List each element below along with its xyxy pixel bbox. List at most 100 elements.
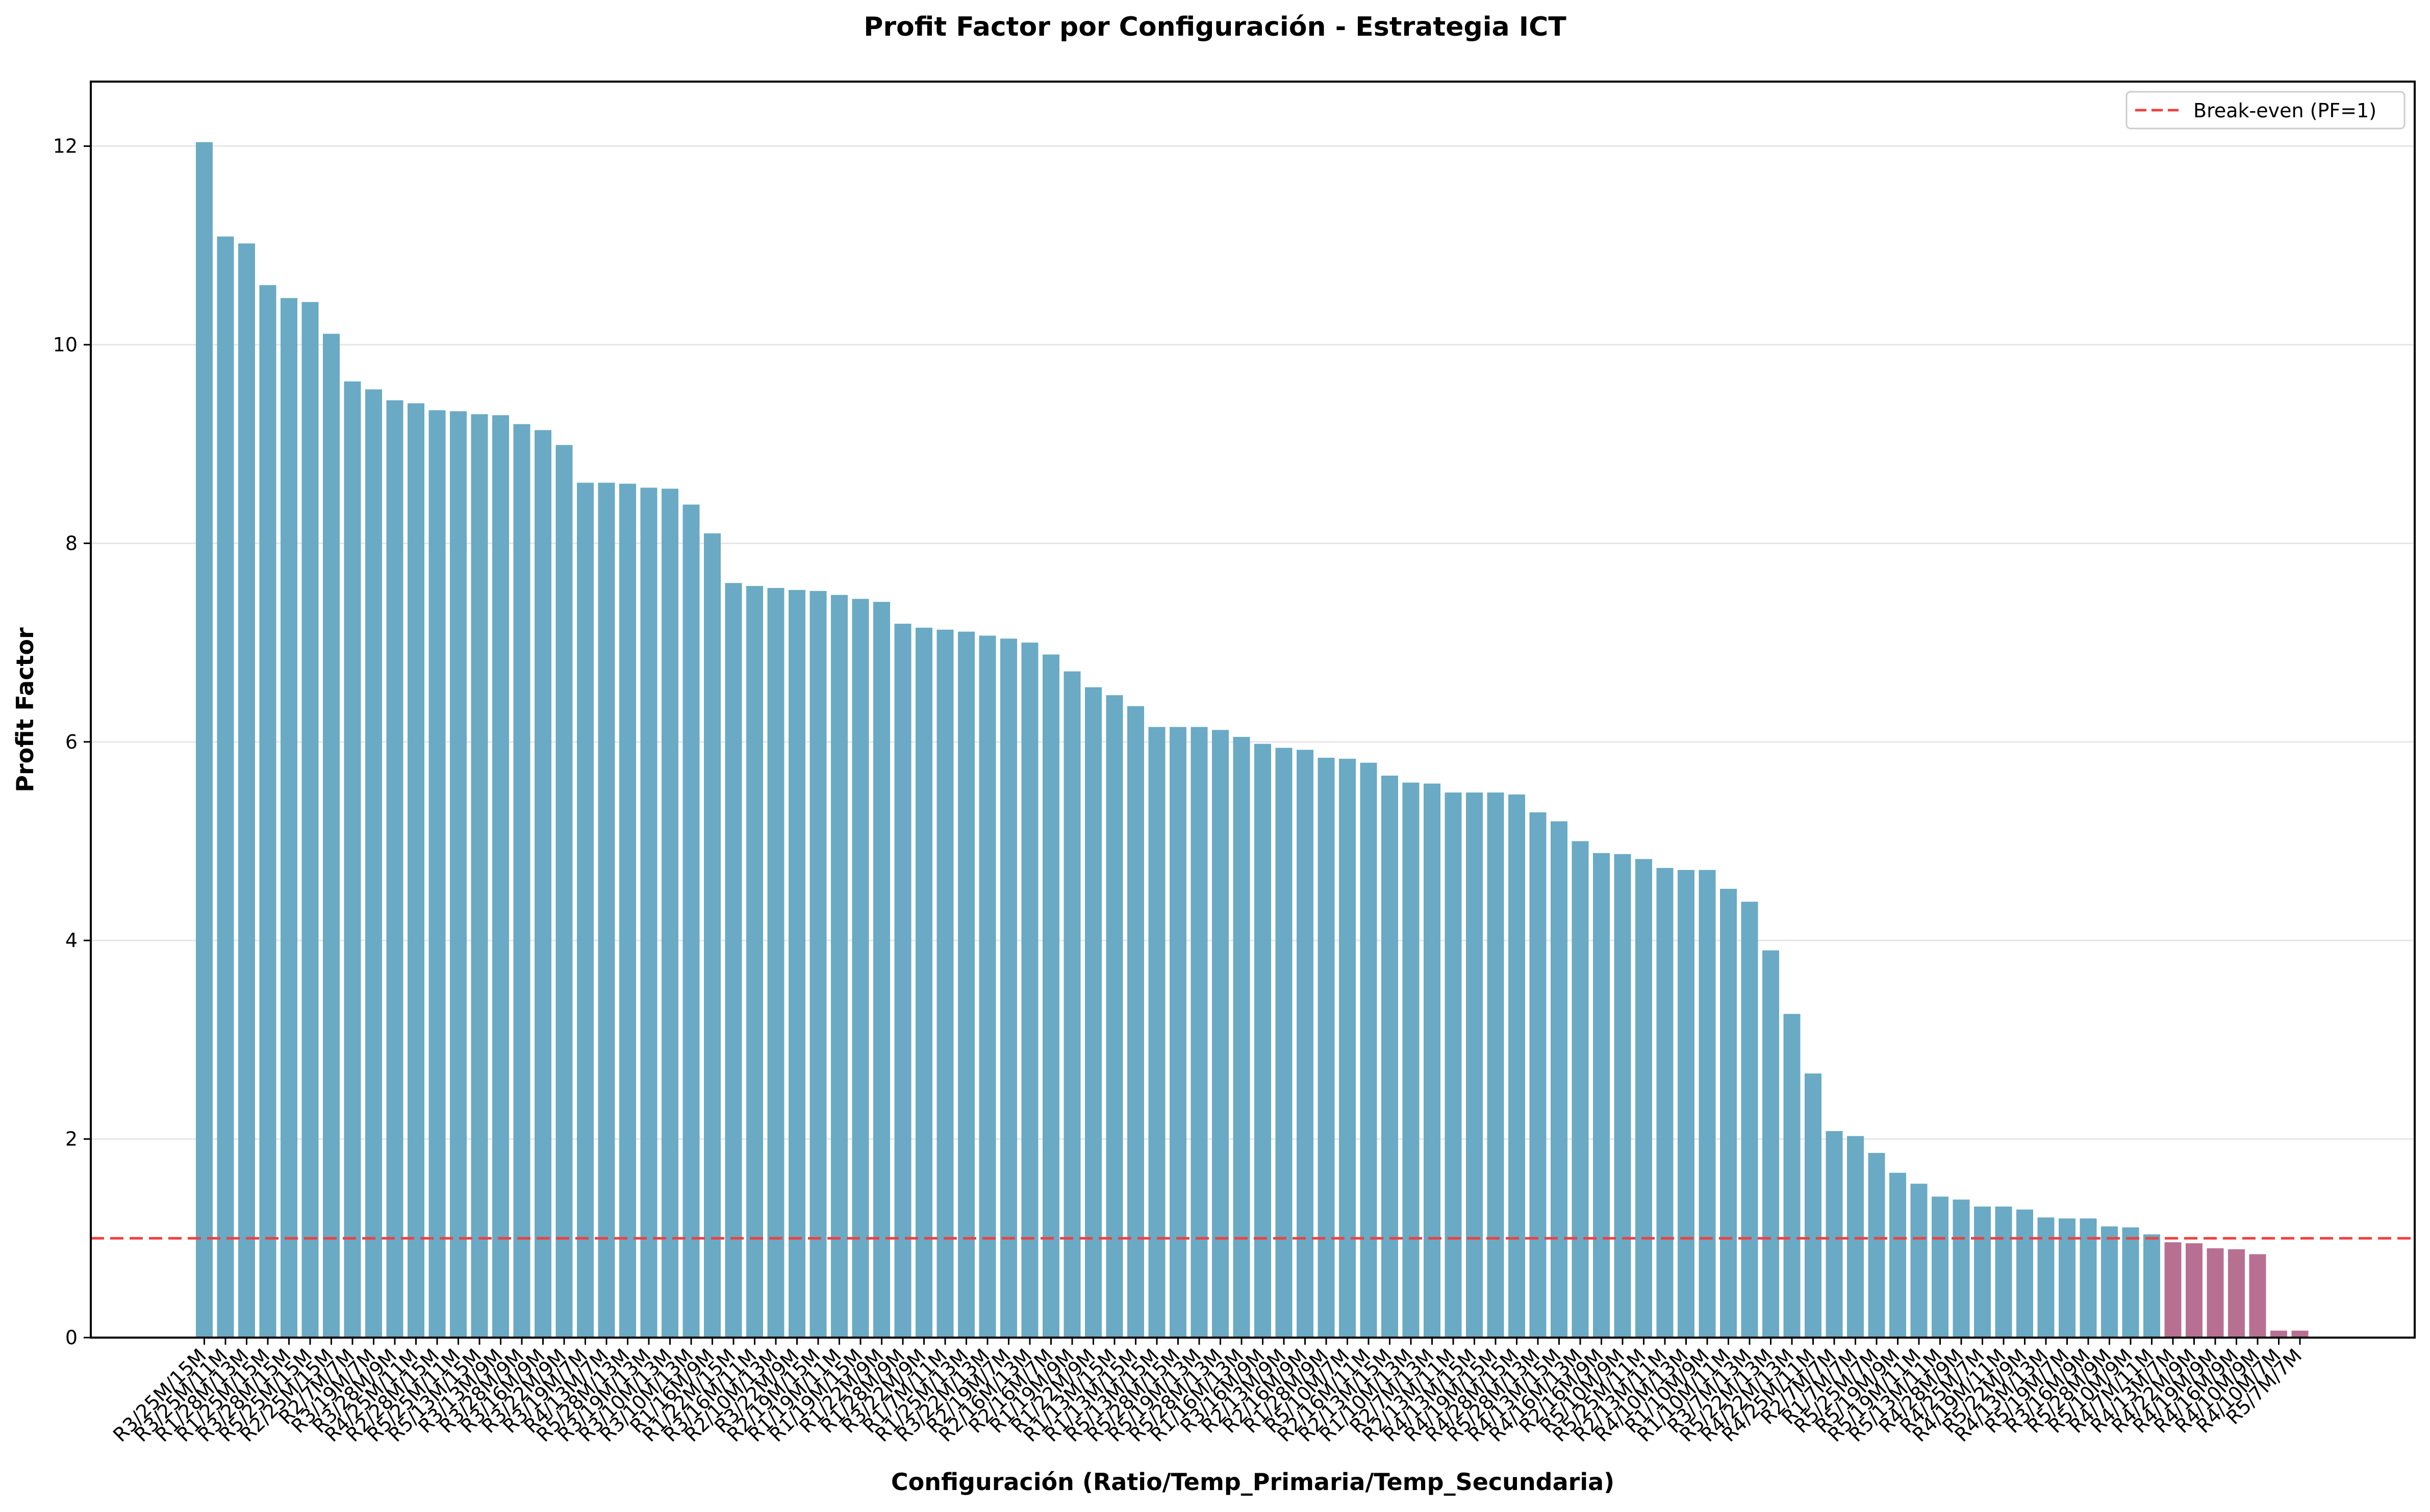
x-axis-label: Configuración (Ratio/Temp_Primaria/Temp_… (891, 1468, 1614, 1496)
bar (1826, 1131, 1843, 1338)
legend: Break-even (PF=1) (2125, 91, 2406, 130)
bar (2249, 1254, 2266, 1338)
bar (746, 586, 763, 1338)
x-axis-ticks: R3/25M/15MR3/25M/11MR1/28M/13MR1/25M/15M… (109, 1338, 2306, 1446)
bar (789, 590, 805, 1338)
bar (1699, 869, 1716, 1338)
chart-title: Profit Factor por Configuración - Estrat… (864, 12, 1566, 42)
bar (2164, 1242, 2182, 1338)
y-axis-ticks: 0 2 4 6 8 10 12 (53, 135, 91, 1349)
bar (471, 414, 488, 1338)
bar (894, 624, 912, 1338)
bar (2122, 1227, 2139, 1338)
y-tick-label: 10 (53, 334, 78, 356)
bar (344, 381, 361, 1338)
bar (323, 334, 340, 1338)
bar (1275, 748, 1293, 1338)
bar (1995, 1206, 2012, 1338)
bar (535, 430, 551, 1338)
y-tick-label: 4 (65, 929, 78, 952)
bar (619, 483, 636, 1338)
bar (1805, 1073, 1821, 1338)
bar (704, 533, 721, 1338)
bar (238, 243, 255, 1338)
bars (196, 142, 2309, 1338)
y-tick-label: 2 (65, 1128, 78, 1150)
bar (2016, 1209, 2033, 1338)
bar (682, 504, 700, 1338)
bar (936, 629, 954, 1338)
bar (767, 587, 784, 1338)
bar (1889, 1172, 1906, 1338)
bar (1593, 853, 1610, 1338)
bar (408, 403, 424, 1338)
bar (1720, 888, 1737, 1338)
y-tick-label: 8 (65, 532, 78, 554)
bar (1106, 695, 1123, 1338)
bar (1339, 758, 1356, 1338)
bar (916, 627, 932, 1338)
bar (725, 583, 742, 1338)
bar (428, 410, 446, 1338)
bar (958, 631, 975, 1338)
bar (1085, 687, 1102, 1338)
bar (2207, 1248, 2224, 1338)
bar (1572, 841, 1589, 1338)
bar (1487, 792, 1504, 1338)
bar (1318, 757, 1335, 1338)
y-tick-label: 6 (65, 731, 78, 753)
bar (301, 302, 319, 1338)
bar (1254, 744, 1271, 1338)
bar (1064, 671, 1081, 1338)
bar (2143, 1234, 2160, 1338)
bar (1932, 1196, 1948, 1338)
bar (1043, 654, 1059, 1338)
bar (979, 635, 996, 1338)
bar (809, 591, 827, 1338)
bar (1360, 762, 1377, 1338)
bar (1424, 783, 1440, 1338)
bar (1635, 859, 1652, 1338)
bar (2291, 1330, 2309, 1338)
bar (1783, 1014, 1801, 1338)
legend-box (2125, 91, 2406, 130)
bar (1297, 750, 1313, 1338)
plot-frame (90, 81, 2416, 1339)
bar (1466, 792, 1483, 1338)
bar (492, 415, 509, 1338)
bar (1127, 706, 1144, 1338)
bar (281, 298, 297, 1338)
bar (1847, 1136, 1864, 1338)
bar (1212, 730, 1229, 1338)
bar (1191, 727, 1208, 1338)
bar (640, 488, 657, 1338)
bar (2080, 1218, 2097, 1338)
bar (1402, 782, 1420, 1338)
bar (598, 482, 615, 1338)
bar (662, 489, 678, 1338)
bar (1000, 638, 1017, 1338)
bar (1233, 737, 1250, 1338)
bar (1741, 902, 1758, 1338)
bar (513, 424, 530, 1338)
bar (217, 236, 234, 1338)
bar (1445, 792, 1462, 1338)
bar (2037, 1217, 2055, 1338)
bar (450, 411, 467, 1338)
bar (1910, 1184, 1928, 1338)
bar (365, 389, 382, 1338)
bar (2059, 1218, 2075, 1338)
bar (1974, 1206, 1991, 1338)
bar (1381, 775, 1398, 1338)
bar (386, 400, 403, 1338)
bar (259, 285, 276, 1338)
bar (2101, 1226, 2118, 1338)
bar (1021, 643, 1039, 1338)
bar (1614, 854, 1631, 1338)
bar (577, 482, 594, 1338)
bar (1762, 950, 1779, 1338)
bar (873, 602, 890, 1338)
bar (1170, 727, 1186, 1338)
legend-label: Break-even (PF=1) (2193, 99, 2376, 122)
